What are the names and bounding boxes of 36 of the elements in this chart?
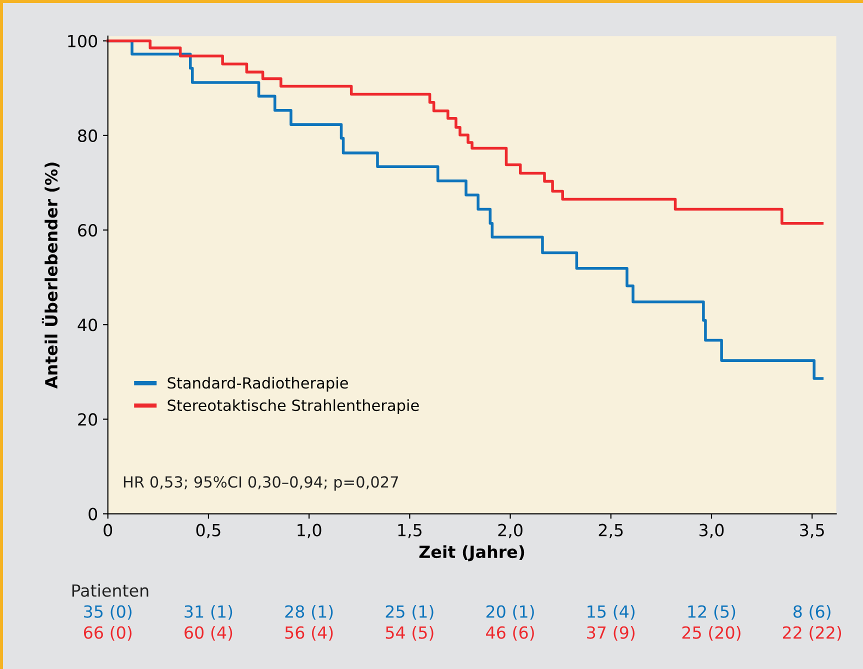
text: 31 (1) <box>184 604 232 620</box>
text: 25 (20) <box>682 626 740 641</box>
text: 35 (0) <box>84 604 132 620</box>
y-tick-label: 20 <box>78 413 98 426</box>
y-tick-label: 100 <box>68 34 98 48</box>
text: 28 (1) <box>285 604 333 620</box>
text: 54 (5) <box>386 626 434 641</box>
x-tick-label: 1,5 <box>398 524 422 538</box>
text: 20 (1) <box>486 604 534 620</box>
x-tick-label: 0 <box>104 524 112 536</box>
x-axis-title: Zeit (Jahre) <box>419 545 524 562</box>
text: 37 (9) <box>587 626 635 641</box>
text: 66 (0) <box>84 626 132 641</box>
text: 15 (4) <box>588 604 635 620</box>
y-tick-label: 60 <box>78 224 98 237</box>
text: Patienten <box>72 584 148 597</box>
text: 25 (1) <box>386 604 434 620</box>
text: 22 (22) <box>782 626 842 641</box>
x-tick-label: 2,5 <box>598 524 623 538</box>
y-tick-label: 0 <box>88 508 98 520</box>
annotation: HR 0,53; 95%CI 0,30–0,94; p=0,027 <box>124 476 398 491</box>
legend-label: Standard-Radiotherapie <box>168 376 348 392</box>
text: 46 (6) <box>486 626 534 641</box>
text: 60 (4) <box>184 626 232 641</box>
x-tick-label: 3,5 <box>800 524 824 538</box>
x-tick-label: 3,0 <box>700 524 724 538</box>
text: 56 (4) <box>285 626 333 641</box>
legend-label: Stereotaktische Strahlentherapie <box>168 399 419 414</box>
y-axis-title: Anteil Überlebender (%) <box>42 162 60 389</box>
x-tick-label: 2,0 <box>498 524 522 538</box>
y-tick-label: 80 <box>78 129 98 142</box>
text: 8 (6) <box>793 604 830 620</box>
x-tick-label: 0,5 <box>196 524 220 538</box>
text: 12 (5) <box>688 604 736 620</box>
y-tick-label: 40 <box>78 318 98 332</box>
x-tick-label: 1,0 <box>298 524 322 538</box>
